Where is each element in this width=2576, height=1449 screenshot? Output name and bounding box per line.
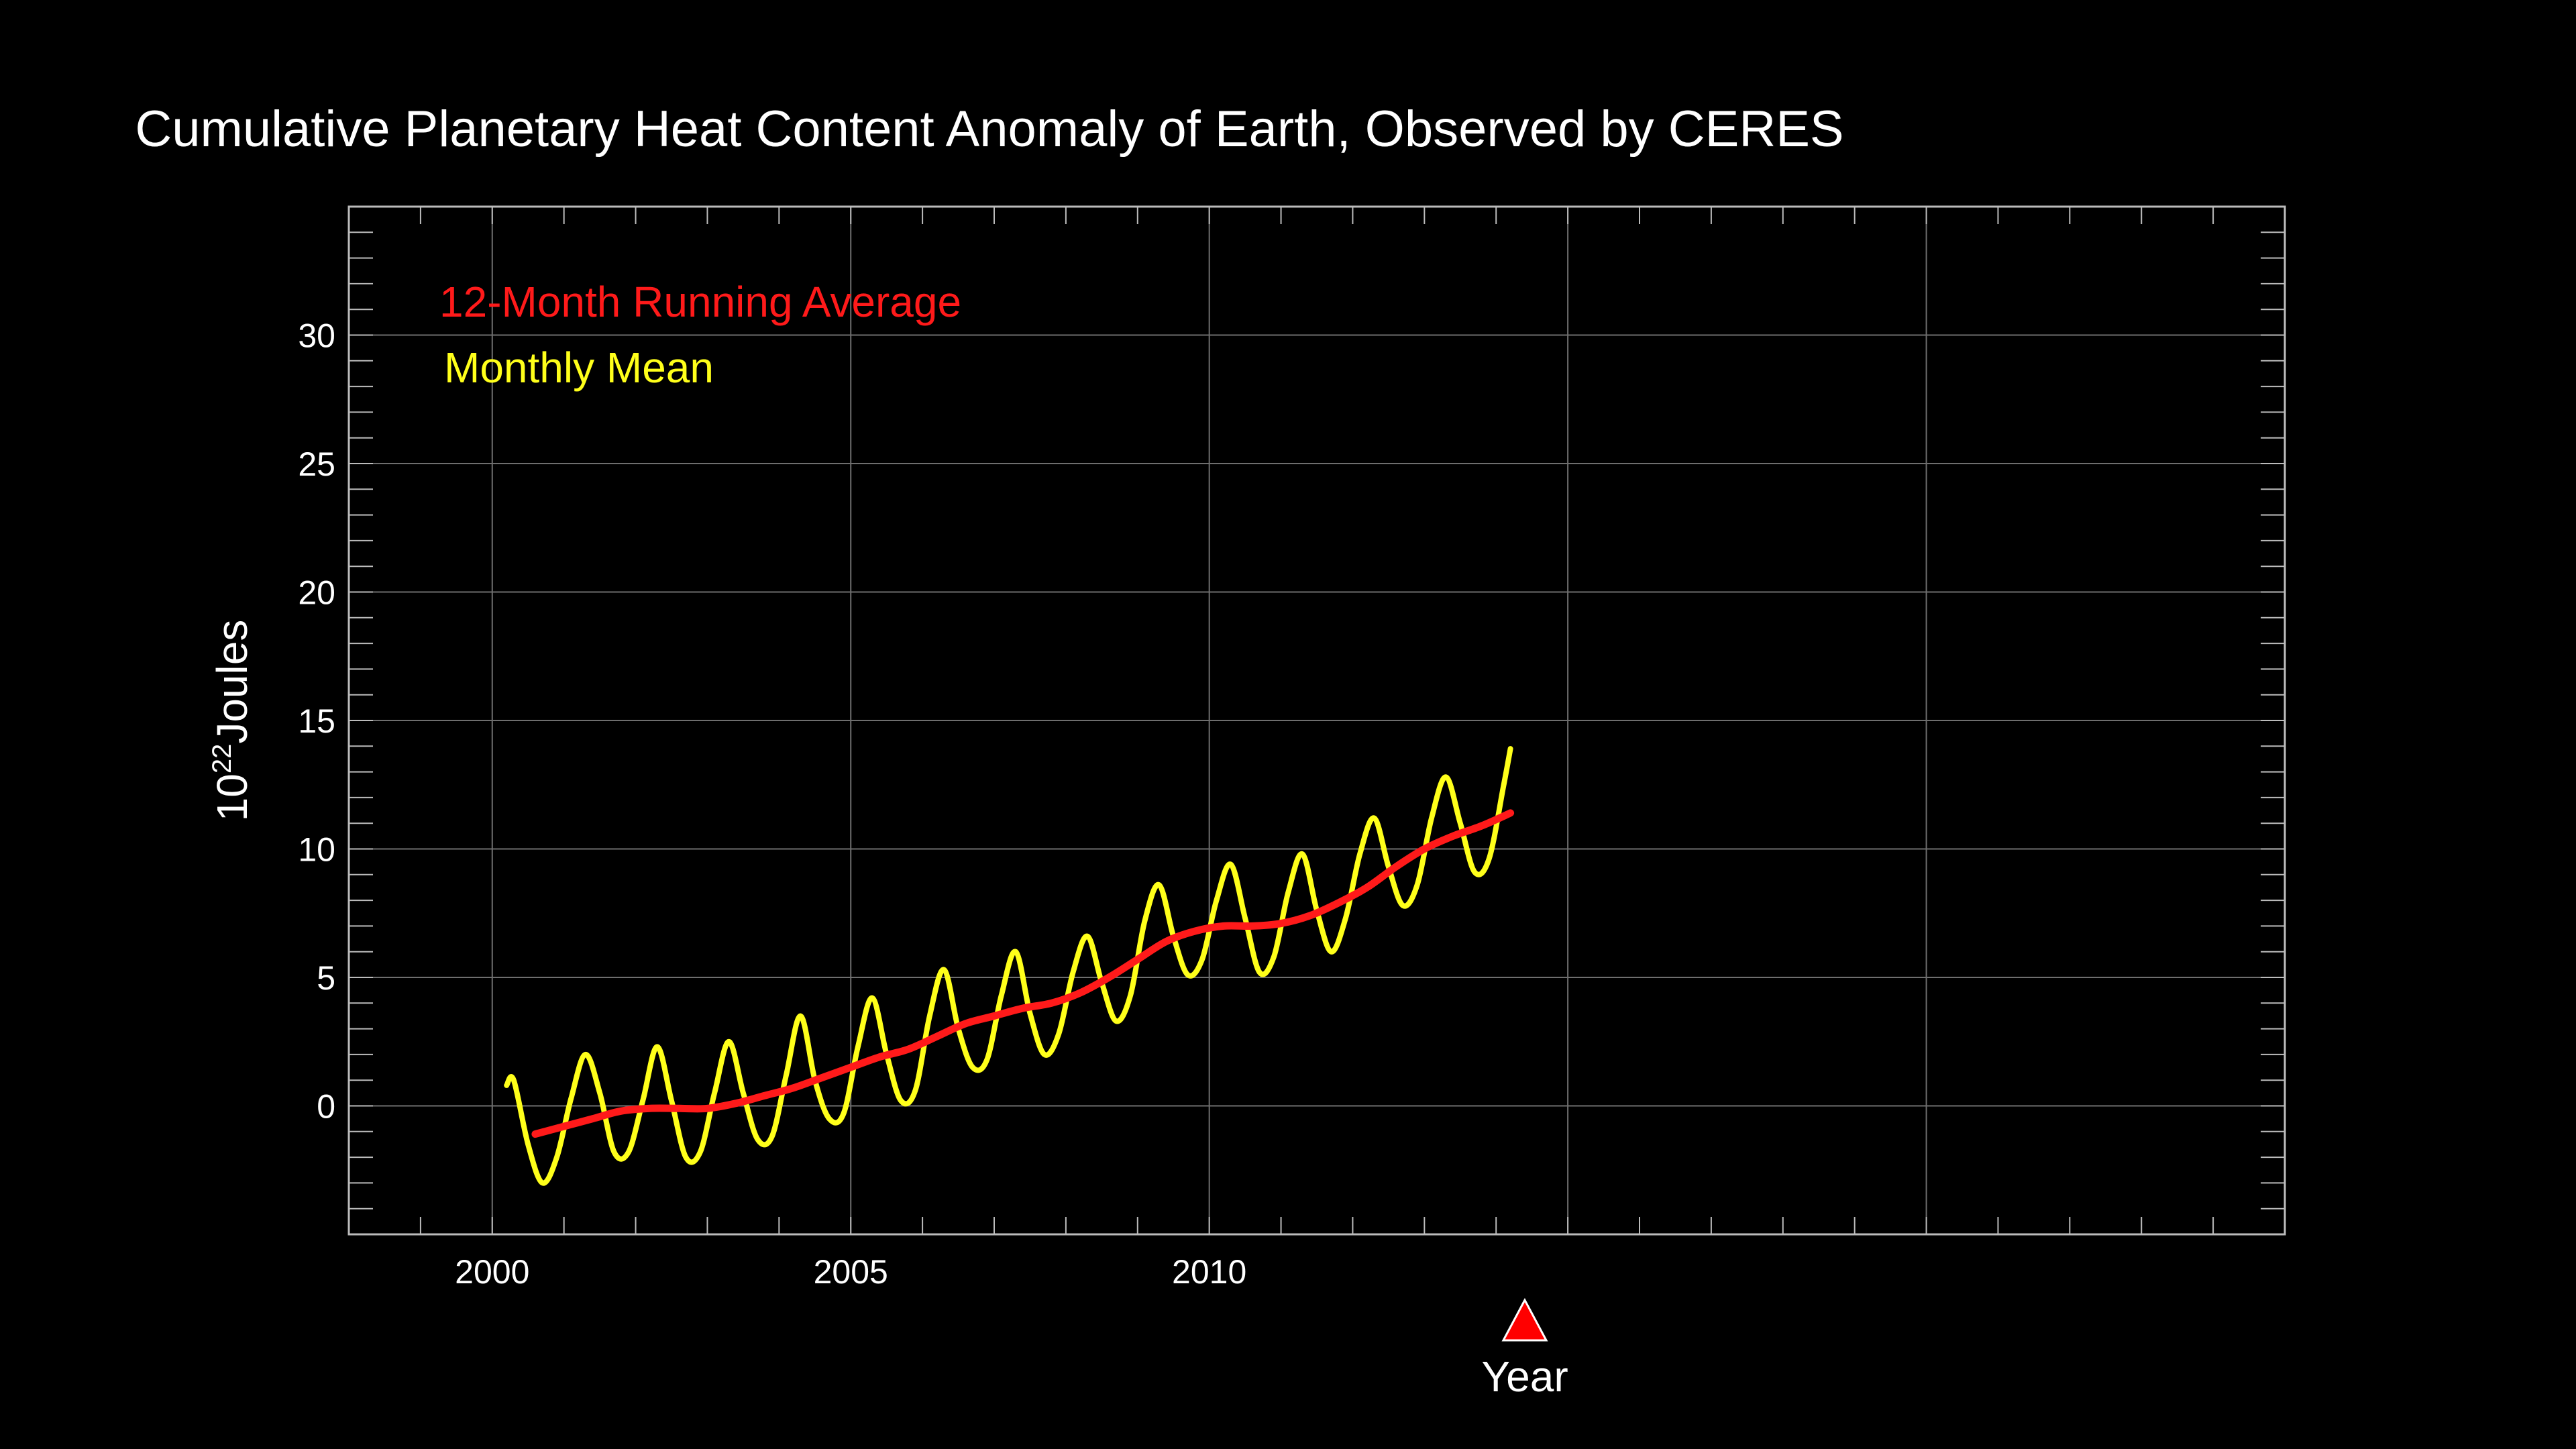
legend: 12-Month Running Average Monthly Mean bbox=[439, 278, 961, 392]
y-tick-label: 25 bbox=[298, 445, 335, 483]
x-axis-label: Year bbox=[1481, 1352, 1568, 1401]
y-tick-label: 20 bbox=[298, 574, 335, 612]
x-tick-labels: 2000 2005 2010 bbox=[455, 1253, 1246, 1291]
y-tick-label: 5 bbox=[317, 959, 335, 997]
plot-frame bbox=[347, 205, 2286, 1236]
y-tick-label: 15 bbox=[298, 702, 335, 740]
current-year-marker-icon bbox=[1501, 1297, 1548, 1342]
y-tick-label: 30 bbox=[298, 317, 335, 355]
x-tick-label: 2005 bbox=[814, 1253, 888, 1291]
y-tick-labels: 0 5 10 15 20 25 30 bbox=[298, 317, 335, 1126]
y-axis-label: 1022Joules bbox=[207, 620, 256, 822]
x-tick-label: 2000 bbox=[455, 1253, 529, 1291]
x-tick-label: 2010 bbox=[1172, 1253, 1246, 1291]
y-axis-label-exponent: 22 bbox=[207, 744, 237, 774]
legend-entry-running-average: 12-Month Running Average bbox=[439, 278, 961, 326]
series-line-monthly-mean bbox=[504, 746, 1513, 1186]
series-line-running-average bbox=[531, 809, 1515, 1138]
chart-title: Cumulative Planetary Heat Content Anomal… bbox=[135, 101, 1843, 158]
y-tick-label: 0 bbox=[317, 1088, 335, 1126]
minor-ticks bbox=[349, 207, 2285, 1234]
y-tick-label: 10 bbox=[298, 831, 335, 869]
series-layer bbox=[504, 746, 1515, 1186]
y-axis-label-base: 10 bbox=[208, 773, 256, 821]
legend-entry-monthly-mean: Monthly Mean bbox=[444, 343, 714, 392]
y-axis-label-unit: Joules bbox=[208, 620, 256, 744]
